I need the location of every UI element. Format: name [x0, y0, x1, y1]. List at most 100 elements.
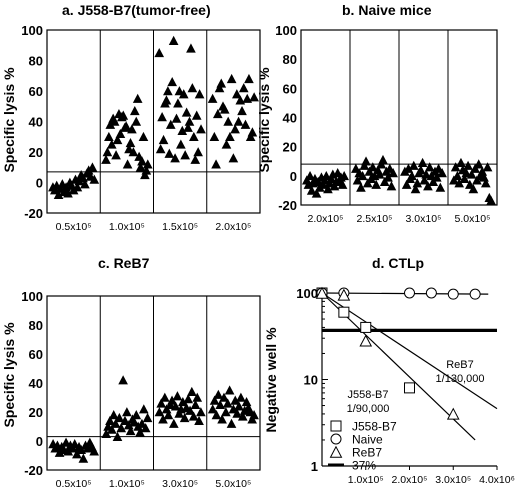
panel-a-point — [233, 116, 244, 126]
point-reb7 — [359, 334, 373, 347]
panel-b-point — [419, 175, 430, 185]
panel-a-point — [228, 153, 239, 163]
panel-a-point — [132, 93, 143, 103]
panel-a-point — [173, 98, 183, 108]
panel-a-point — [191, 110, 202, 120]
panel-b-point — [407, 170, 417, 181]
panel-a-points — [48, 35, 259, 199]
panel-c-point — [224, 385, 235, 395]
panel-d-ytick: 100 — [296, 286, 318, 301]
panel-a-point — [137, 156, 147, 166]
panel-c-point — [185, 405, 195, 415]
panel-b-point — [318, 179, 328, 189]
panel-a-ytick: 20 — [29, 145, 43, 160]
panel-c-point — [219, 392, 229, 402]
panel-d-xtick: 4.0x10⁶ — [479, 474, 515, 486]
panel-c-point — [232, 408, 242, 418]
panel-b-point — [421, 169, 431, 179]
panel-c-group-label: 5.0x10⁵ — [215, 478, 251, 490]
panel-a-point — [184, 116, 195, 126]
panel-a-point — [164, 148, 175, 158]
panel-c-point — [76, 444, 87, 454]
panel-a-point — [209, 131, 220, 142]
panel-b-point — [324, 178, 335, 188]
panel-b-group-label: 2.0x10⁵ — [308, 213, 344, 225]
panel-c-group-label: 0.5x10⁵ — [56, 478, 92, 490]
panel-b-point — [364, 166, 375, 176]
panel-a-point — [186, 43, 196, 53]
panel-c-point — [188, 411, 199, 421]
panel-c-point — [159, 392, 170, 402]
panel-b-point — [337, 179, 348, 189]
panel-c-point — [135, 427, 145, 437]
panel-a-point — [168, 35, 179, 45]
panel-b-point — [306, 185, 317, 195]
panel-b-point — [356, 182, 366, 192]
legend-label-reb7: ReB7 — [352, 446, 382, 460]
point-naive — [425, 287, 437, 299]
point-j558-b7 — [338, 306, 350, 318]
panel-c-point — [221, 407, 231, 417]
panel-b-point — [311, 188, 322, 198]
panel-b-point — [454, 178, 465, 188]
panel-d-ytick: 1 — [311, 459, 318, 474]
panel-d-points — [315, 286, 481, 420]
panel-c-point — [138, 404, 149, 414]
panel-b-points — [301, 154, 496, 205]
panel-b-point — [472, 175, 482, 185]
panel-b-point — [371, 179, 382, 189]
panel-b-point — [459, 173, 470, 184]
panel-a-point — [216, 78, 227, 88]
panel-b-point — [468, 184, 479, 194]
panel-d-xtick: 3.0x10⁵ — [435, 474, 471, 486]
panel-a-point — [238, 83, 249, 93]
panel-b-point — [435, 182, 446, 192]
panel-b-point — [463, 160, 473, 170]
panel-a-point — [188, 131, 199, 142]
panel-b-point — [437, 168, 447, 178]
panel-d-ytick: 10 — [304, 373, 318, 388]
panel-c-point — [78, 453, 89, 463]
panel-c-point — [112, 431, 123, 441]
panel-a-point — [125, 137, 136, 148]
panel-a-point — [87, 162, 98, 172]
panel-c-point — [116, 423, 127, 433]
panel-a-ylabel: Specific lysis % — [1, 67, 17, 173]
panel-c-point — [114, 412, 125, 423]
panel-b-point — [305, 170, 315, 181]
panel-a-point — [235, 95, 246, 105]
panel-c-point — [170, 401, 181, 411]
panel-c-point — [108, 410, 119, 420]
panel-a-point — [138, 131, 149, 142]
panel-a-ytick: 0 — [36, 176, 43, 191]
panel-a-point — [167, 76, 178, 87]
panel-d-xtick: 1.0x10⁵ — [348, 474, 384, 486]
panel-d-axes: 100 10 1 1.0x10⁵ 2.0x10⁵ 3.0x10⁵ 4.0x10⁶ — [296, 286, 515, 486]
panel-c-ytick: 100 — [21, 289, 43, 304]
panel-b-point — [470, 163, 480, 173]
panel-a-point — [171, 113, 182, 123]
panel-c-ytick: 60 — [29, 347, 43, 362]
panel-c-ytick: -20 — [24, 463, 43, 478]
panel-c-point — [213, 389, 224, 399]
panel-b-point — [417, 157, 428, 168]
panel-c-point — [247, 414, 258, 424]
panel-a-point — [154, 48, 165, 58]
panel-c-point — [194, 415, 204, 425]
panel-b-point — [449, 175, 459, 185]
panel-a-point — [247, 127, 258, 137]
panel-b-point — [376, 159, 387, 169]
panel-a-point — [232, 89, 242, 99]
panel-a-point — [190, 154, 201, 164]
panel-b-point — [352, 175, 363, 185]
panel-a-group-label: 0.5x10⁵ — [56, 221, 92, 233]
panel-a-point — [141, 165, 152, 175]
panel-b-point — [326, 173, 337, 184]
panel-c-ytick: 40 — [29, 376, 43, 391]
panel-b-point — [486, 195, 496, 205]
panel-b-point — [416, 165, 426, 175]
panel-b-ytick: 100 — [275, 23, 297, 38]
panel-a-point — [112, 134, 123, 145]
panel-c-point — [122, 407, 132, 417]
